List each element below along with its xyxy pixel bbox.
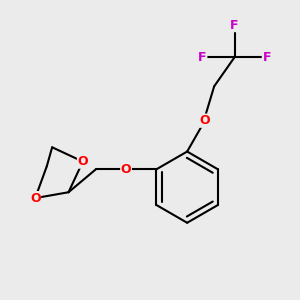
Text: F: F bbox=[262, 51, 271, 64]
Text: F: F bbox=[198, 51, 207, 64]
Text: O: O bbox=[200, 114, 210, 127]
Text: O: O bbox=[30, 192, 40, 205]
Text: F: F bbox=[230, 19, 239, 32]
Text: O: O bbox=[121, 163, 131, 176]
Text: O: O bbox=[77, 155, 88, 168]
